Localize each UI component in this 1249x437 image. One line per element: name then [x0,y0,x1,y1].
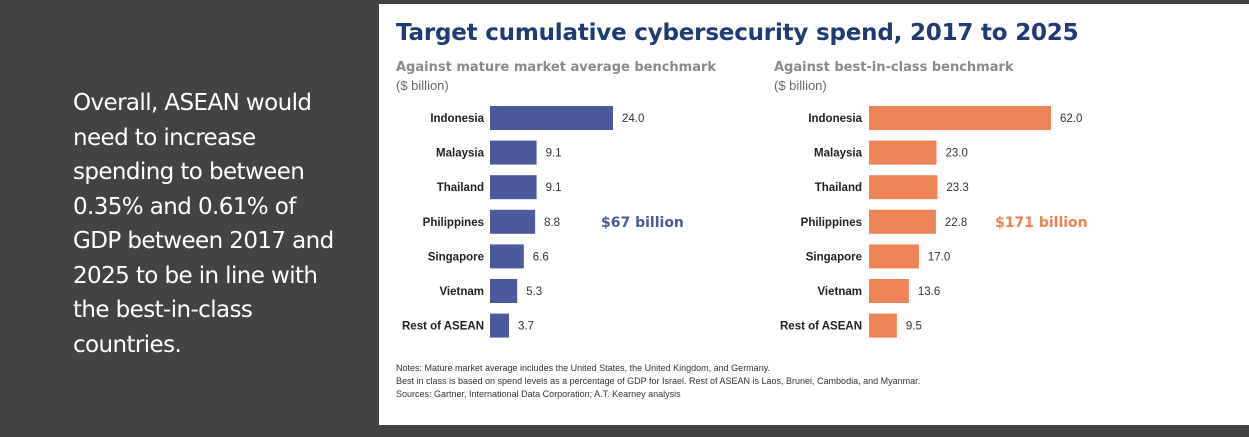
right-chart-unit: ($ billion) [774,78,827,93]
summary-text: Overall, ASEAN would need to increase sp… [73,90,334,358]
best-total-label: $171 billion [995,215,1088,231]
best-bar-indonesia [869,106,1051,130]
best-value-label-philippines: 22.8 [945,217,967,229]
mature-category-label-rest-of-asean: Rest of ASEAN [402,321,484,333]
mature-category-label-vietnam: Vietnam [439,286,484,298]
mature-bar-malaysia [490,140,537,165]
mature-value-label-rest-of-asean: 3.7 [518,321,534,333]
best-value-label-singapore: 17.0 [928,251,950,263]
chart-notes: Notes: Mature market average includes th… [396,362,1236,401]
best-category-label-singapore: Singapore [806,251,862,263]
best-category-label-thailand: Thailand [815,182,862,194]
best-value-label-indonesia: 62.0 [1060,113,1082,125]
mature-bar-philippines [490,209,536,234]
best-category-label-philippines: Philippines [801,217,862,229]
best-bar-singapore [869,244,919,269]
mature-value-label-malaysia: 9.1 [546,148,562,160]
best-bar-vietnam [869,279,909,303]
best-bar-philippines [869,209,936,234]
chart-card: Target cumulative cybersecurity spend, 2… [379,4,1249,425]
best-value-label-rest-of-asean: 9.5 [906,321,922,333]
mature-value-label-indonesia: 24.0 [622,113,644,125]
mature-value-label-singapore: 6.6 [533,251,549,263]
mature-bar-indonesia [490,106,613,130]
best-value-label-thailand: 23.3 [946,182,968,194]
mature-category-label-philippines: Philippines [423,217,484,229]
mature-category-label-malaysia: Malaysia [436,148,485,160]
mature-category-label-indonesia: Indonesia [430,113,484,125]
best-bar-rest-of-asean [869,313,897,338]
notes-line-2: Best in class is based on spend levels a… [396,376,921,386]
best-category-label-indonesia: Indonesia [808,113,862,125]
chart-title: Target cumulative cybersecurity spend, 2… [396,20,1079,46]
bar-charts: Indonesia 24.0 Malaysia 9.1 Thailand 9.1 Phili… [402,106,1088,338]
mature-bar-thailand [490,175,537,200]
notes-line-3: Sources: Gartner, International Data Cor… [396,389,681,399]
best-category-label-vietnam: Vietnam [817,286,862,298]
mature-value-label-philippines: 8.8 [544,217,560,229]
best-category-label-malaysia: Malaysia [814,148,863,160]
left-chart-subtitle: Against mature market average benchmark [396,60,717,75]
mature-bar-vietnam [490,279,518,303]
left-chart-unit: ($ billion) [396,78,449,93]
best-category-label-rest-of-asean: Rest of ASEAN [780,321,862,333]
mature-total-label: $67 billion [601,215,684,231]
right-chart-subtitle: Against best-in-class benchmark [774,60,1014,75]
mature-bar-rest-of-asean [490,313,509,338]
best-value-label-malaysia: 23.0 [946,148,968,160]
mature-category-label-thailand: Thailand [437,182,484,194]
best-value-label-vietnam: 13.6 [918,286,940,298]
notes-line-1: Notes: Mature market average includes th… [396,363,771,373]
best-bar-malaysia [869,140,937,165]
mature-category-label-singapore: Singapore [428,251,484,263]
best-bar-thailand [869,175,938,200]
mature-value-label-vietnam: 5.3 [526,286,542,298]
mature-bar-singapore [490,244,524,269]
mature-value-label-thailand: 9.1 [546,182,562,194]
